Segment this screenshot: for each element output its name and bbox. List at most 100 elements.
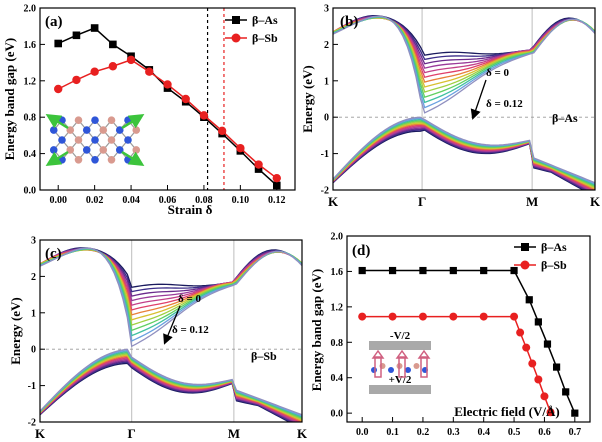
panel-d-series (358, 266, 579, 417)
point-as-11 (254, 165, 263, 173)
d-point-as-7 (534, 318, 542, 326)
ytick-5: 3 (31, 236, 36, 247)
d-point-sb-6 (516, 328, 525, 337)
ytick-3: 1.2 (24, 76, 37, 87)
point-sb-1 (72, 75, 81, 85)
vb-12 (40, 348, 302, 416)
vb-3 (40, 359, 298, 422)
d-point-as-3 (449, 266, 457, 275)
atom-1 (74, 116, 83, 124)
inset-atom-5 (413, 363, 420, 369)
point-sb-8 (199, 111, 209, 120)
d-point-as-1 (388, 266, 397, 275)
panel-d-xlabel: Electric field (V/Å) (454, 404, 559, 419)
panel-b-guides (333, 8, 595, 190)
atom-8 (99, 126, 108, 134)
panel-c-annot-0: δ = 0 (178, 293, 201, 305)
xtick-1: Γ (128, 426, 136, 441)
vb-5 (333, 124, 595, 190)
xtick-3: K (297, 426, 308, 441)
atom-3 (107, 116, 116, 124)
xtick-0: 0.00 (49, 195, 67, 206)
d-ytick-4: 1.6 (331, 267, 344, 278)
panel-c-frame (39, 239, 303, 423)
d-series-line-0 (362, 269, 576, 414)
atom-9 (115, 126, 124, 134)
atom-18 (82, 146, 91, 154)
d-point-sb-11 (546, 408, 555, 417)
top-plate (369, 341, 431, 350)
panel-c-material: β–Sb (251, 349, 277, 363)
panel-b-annot-0: δ = 0 (486, 67, 509, 79)
panel-d-legend: β–As β–Sb (514, 240, 567, 272)
atom-23 (74, 156, 83, 164)
atom-5 (49, 126, 58, 134)
d-point-as-5 (510, 266, 518, 275)
d-point-as-2 (419, 266, 427, 275)
cb-11 (333, 15, 595, 109)
atom-13 (91, 136, 99, 144)
atom-12 (74, 136, 83, 144)
panel-c-annot-12: δ = 0.12 (172, 324, 209, 336)
dipole-arrow-1 (398, 356, 406, 378)
atom-11 (58, 136, 66, 144)
panel-b-arrow (470, 79, 487, 120)
ytick-1: -1 (321, 149, 329, 160)
ytick-3: 1 (31, 308, 36, 319)
d-point-sb-5 (510, 312, 519, 321)
strain-arrow-3 (121, 150, 145, 166)
lattice-inset (45, 114, 145, 166)
d-xtick-6: 0.6 (538, 427, 551, 438)
xtick-4: 0.08 (195, 195, 213, 206)
series-line-0 (57, 27, 278, 187)
panel-b-ylabel: Energy (eV) (300, 65, 315, 133)
point-as-2 (90, 24, 99, 32)
series-line-1 (57, 59, 278, 179)
panel-d-ylabel: Energy band gap (eV) (309, 269, 324, 391)
d-point-as-0 (358, 266, 366, 275)
d-ytick-3: 1.2 (331, 302, 344, 313)
dipole-head-0 (371, 349, 385, 359)
d-point-as-10 (562, 388, 570, 396)
d-xtick-7: 0.7 (569, 427, 582, 438)
point-as-3 (109, 40, 117, 49)
point-sb-0 (54, 84, 63, 94)
dipole-head-1 (395, 349, 409, 359)
ytick-2: 0 (324, 113, 329, 124)
ytick-5: 3 (324, 4, 329, 15)
panel-d: 0.0 0.1 0.2 0.3 0.4 0.5 0.6 0.7 0.0 0.4 0.8 1.2 1.6 2… (309, 232, 591, 438)
atom-10 (132, 126, 141, 134)
panel-a-xlabel: Strain δ (168, 202, 213, 217)
ytick-2: 0.8 (24, 113, 37, 124)
point-sb-5 (145, 67, 154, 76)
panel-b-annot-12: δ = 0.12 (486, 98, 523, 110)
xtick-3: K (590, 194, 601, 209)
ytick-1: 0.4 (24, 149, 37, 160)
legend-sb-marker (231, 33, 241, 43)
point-as-0 (54, 39, 63, 48)
cb-9 (333, 16, 595, 98)
point-sb-4 (126, 55, 136, 65)
atom-25 (107, 156, 116, 164)
legend-as-label: β–As (252, 13, 278, 27)
atom-6 (66, 126, 75, 134)
vb-9 (333, 120, 595, 187)
atom-17 (66, 146, 75, 154)
vb-12 (333, 116, 595, 184)
inset-atom-0 (371, 367, 377, 373)
d-point-sb-10 (540, 392, 549, 401)
panel-a-ticks: 0.00 0.02 0.04 0.06 0.08 0.10 0.12 0.0 0.4 0.8 1.2… (24, 4, 286, 207)
ytick-0: -2 (28, 418, 36, 429)
ytick-2: 0 (31, 345, 36, 356)
d-xtick-5: 0.5 (508, 427, 521, 438)
panel-d-frame (346, 235, 591, 423)
d-point-as-8 (543, 340, 552, 348)
d-xtick-1: 0.1 (386, 427, 399, 438)
d-point-sb-2 (418, 312, 427, 321)
d-point-sb-4 (479, 312, 488, 321)
atom-24 (91, 156, 99, 164)
inset-atom-2 (388, 367, 394, 373)
d-point-as-6 (525, 296, 533, 304)
